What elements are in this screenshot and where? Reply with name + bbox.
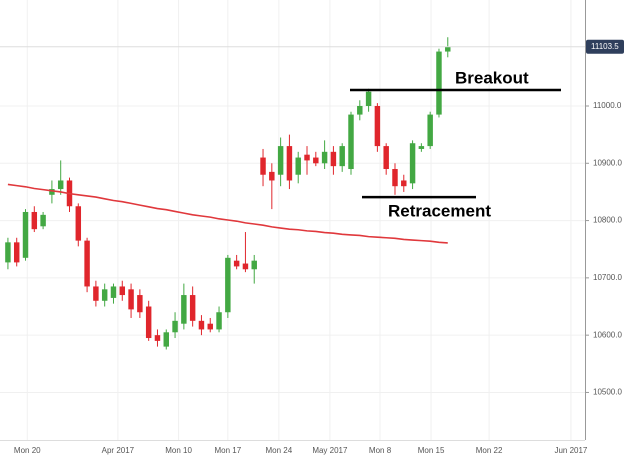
candle-body (93, 286, 99, 301)
y-tick-label: 10900.0 (593, 158, 622, 167)
candle-body (163, 332, 169, 347)
y-tick-label: 10500.0 (593, 388, 622, 397)
candle-body (49, 189, 55, 195)
candle-body (181, 295, 187, 324)
x-tick-label: Mon 15 (418, 446, 445, 455)
last-price-tag (586, 39, 624, 54)
x-tick-label: Mon 8 (369, 446, 392, 455)
candle-body (5, 242, 11, 263)
x-tick-label: Mon 10 (165, 446, 192, 455)
candle-body (251, 260, 257, 270)
candle-body (233, 260, 240, 267)
candle-body (225, 257, 231, 313)
x-tick-label: Mon 17 (214, 446, 241, 455)
candle-body (418, 146, 425, 149)
candle-body (101, 289, 108, 301)
candle-body (13, 242, 20, 263)
candle-body (436, 51, 442, 115)
x-tick-label: Mon 20 (14, 446, 41, 455)
candle-body (365, 91, 372, 106)
candle-body (75, 206, 82, 241)
x-tick-label: Mon 24 (266, 446, 293, 455)
y-tick-label: 10700.0 (593, 273, 622, 282)
x-tick-label: May 2017 (312, 446, 348, 455)
candle-body (119, 286, 126, 296)
candle-body (84, 240, 90, 287)
annotation-label: Breakout (455, 68, 529, 87)
candle-body (40, 214, 46, 227)
candle-body (154, 335, 161, 341)
candle-body (207, 323, 213, 330)
candle-body (242, 263, 249, 270)
candle-body (172, 320, 178, 333)
candle-body (304, 154, 310, 161)
candle-body (57, 180, 64, 190)
x-tick-label: Jun 2017 (554, 446, 587, 455)
candle-body (31, 211, 38, 230)
last-price-label: 11103.5 (591, 42, 619, 51)
candle-body (401, 180, 407, 187)
candle-body (260, 157, 266, 175)
candle-body (189, 295, 196, 321)
candle-body (295, 157, 301, 175)
candle-body (216, 312, 222, 330)
candle-body (374, 105, 381, 147)
candle-body (22, 211, 29, 258)
candle-body (198, 320, 205, 330)
candle-body (321, 151, 328, 164)
candle-body (339, 146, 345, 167)
candle-body (137, 295, 143, 313)
candle-body (286, 146, 293, 181)
x-tick-label: Mon 22 (476, 446, 503, 455)
y-tick-label: 10800.0 (593, 216, 622, 225)
candle-body (330, 151, 337, 167)
annotation-label: Retracement (388, 202, 491, 221)
candle-body (348, 114, 354, 170)
candle-body (392, 169, 398, 187)
y-tick-label: 11000.0 (593, 101, 622, 110)
candle-body (357, 105, 363, 115)
candle-body (409, 143, 416, 184)
candle-body (383, 146, 389, 170)
y-tick-label: 10600.0 (593, 330, 622, 339)
candle-body (277, 146, 284, 175)
candle-body (145, 306, 152, 339)
x-tick-label: Apr 2017 (102, 446, 135, 455)
candle-body (128, 289, 134, 310)
candle-body (269, 171, 275, 181)
candle-body (110, 286, 117, 298)
moving-average-line (7, 183, 448, 244)
candle-body (427, 114, 433, 147)
candle-body (313, 157, 319, 164)
candle-body (445, 46, 451, 52)
